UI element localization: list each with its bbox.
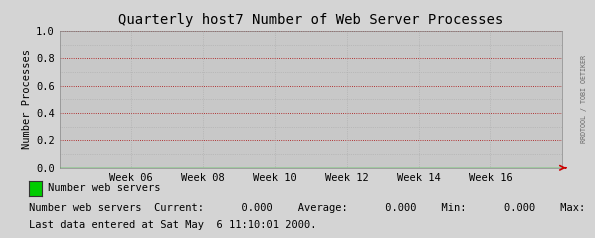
Y-axis label: Number Processes: Number Processes: [22, 49, 32, 149]
Text: Last data entered at Sat May  6 11:10:01 2000.: Last data entered at Sat May 6 11:10:01 …: [29, 220, 316, 230]
Text: RRDTOOL / TOBI OETIKER: RRDTOOL / TOBI OETIKER: [581, 55, 587, 143]
Text: Number web servers  Current:      0.000    Average:      0.000    Min:      0.00: Number web servers Current: 0.000 Averag…: [29, 203, 595, 213]
Title: Quarterly host7 Number of Web Server Processes: Quarterly host7 Number of Web Server Pro…: [118, 13, 503, 27]
Text: Number web servers: Number web servers: [48, 183, 160, 193]
